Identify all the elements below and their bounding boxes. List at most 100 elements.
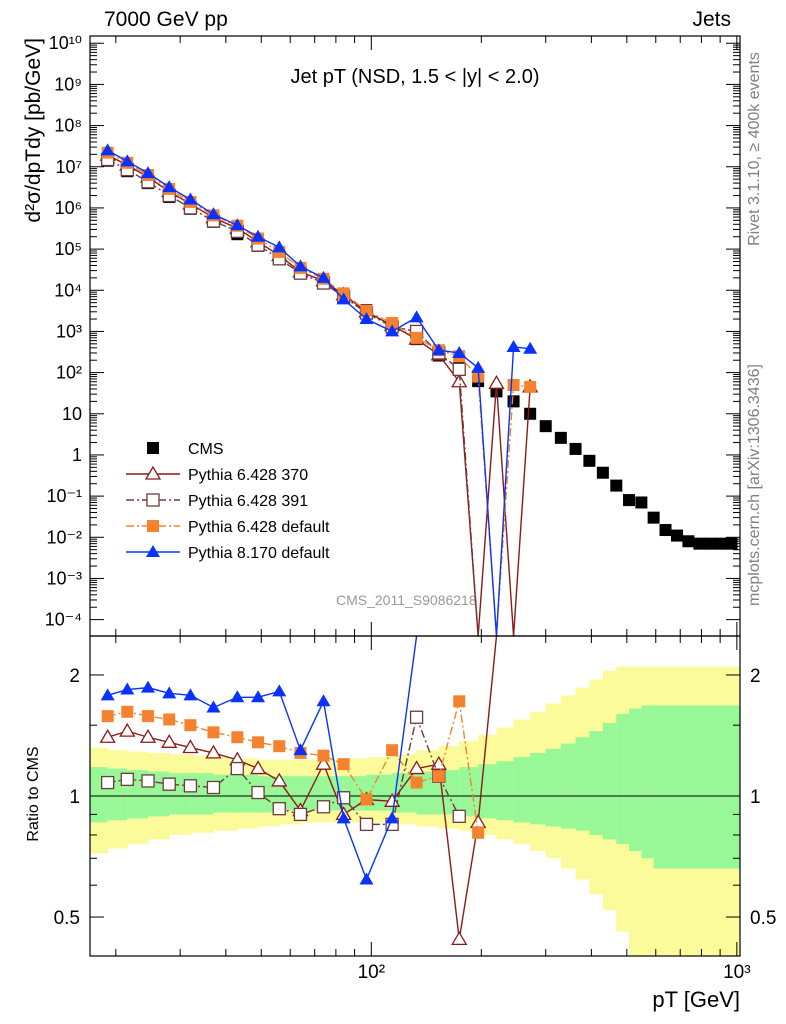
ratio-point <box>359 872 374 885</box>
main-point <box>569 442 582 455</box>
stat-band-bin <box>545 748 562 827</box>
main-point <box>100 143 115 156</box>
analysis-watermark: CMS_2011_S9086218 <box>336 592 477 608</box>
main-point <box>451 373 468 388</box>
main-series-line <box>107 158 479 636</box>
main-point <box>704 537 717 550</box>
main-point <box>471 360 486 373</box>
main-point <box>410 331 423 344</box>
ratio-point <box>386 744 399 757</box>
main-point <box>659 524 672 537</box>
ratio-point <box>271 772 288 787</box>
main-point <box>452 345 467 358</box>
ratio-ytick-label: 2 <box>69 666 80 687</box>
main-ytick-label: 10² <box>56 363 82 383</box>
legend-entry-2: Pythia 6.428 391 <box>126 493 308 510</box>
ratio-point <box>120 772 134 787</box>
legend-marker <box>146 493 160 507</box>
main-point <box>452 362 466 376</box>
ratio-point <box>161 734 178 748</box>
legend-entry-4: Pythia 8.170 default <box>126 545 330 562</box>
ratio-point <box>432 770 445 783</box>
main-point <box>230 218 245 231</box>
axes: 10⁻⁴ 10⁻³ 10⁻² 10⁻¹ 1 10 10² 10³ 10⁴ 10⁵ 10⁶ 10⁷ 10⁸… <box>22 33 776 1012</box>
ratio-point <box>336 811 351 824</box>
ratio-point <box>182 739 199 754</box>
legend-marker <box>144 465 162 480</box>
main-panel <box>99 143 738 636</box>
energy-label: 7000 GeV pp <box>104 8 228 31</box>
main-point <box>336 292 351 305</box>
ratio-point <box>162 686 177 699</box>
main-series-line <box>107 149 531 636</box>
main-ytick-label: 10⁻⁴ <box>45 610 82 630</box>
main-point <box>120 154 135 167</box>
ratio-point <box>142 710 155 723</box>
ratio-y-axis-label: Ratio to CMS <box>25 746 42 841</box>
main-series-1 <box>99 146 539 636</box>
main-point <box>524 380 537 393</box>
stat-band-bin <box>459 767 479 817</box>
main-point <box>360 304 373 317</box>
ratio-panel <box>90 636 740 946</box>
main-point <box>596 466 609 479</box>
ratio-point <box>453 695 466 708</box>
stat-band-bin <box>616 713 630 844</box>
legend-label: Pythia 6.428 370 <box>188 467 308 484</box>
main-point <box>682 535 695 548</box>
legend-label: Pythia 8.170 default <box>188 545 330 562</box>
ratio-point <box>451 931 468 946</box>
ratio-point <box>337 758 350 771</box>
ratio-ytick-label-right: 0.5 <box>750 908 776 929</box>
ratio-point <box>183 779 198 793</box>
main-ytick-label: 10⁻¹ <box>46 486 82 506</box>
ratio-point <box>206 700 221 713</box>
ratio-ytick-label-right: 1 <box>750 787 761 808</box>
ratio-point <box>452 809 466 823</box>
ratio-point <box>409 710 424 724</box>
ratio-point <box>231 731 244 744</box>
ratio-point <box>163 713 176 726</box>
legend-label: CMS <box>188 441 224 458</box>
main-point <box>206 207 221 220</box>
ratio-point <box>315 755 332 770</box>
process-label: Jets <box>692 8 731 31</box>
xtick-label: 10² <box>358 962 385 983</box>
main-ytick-label: 10¹⁰ <box>49 33 82 53</box>
main-ytick-label: 10³ <box>56 321 82 341</box>
legend-entry-3: Pythia 6.428 default <box>126 519 330 536</box>
ratio-point <box>121 705 134 718</box>
ratio-point <box>141 680 156 693</box>
ratio-point <box>207 726 220 739</box>
main-ytick-label: 10⁸ <box>54 116 82 136</box>
main-point <box>162 180 177 193</box>
ratio-point <box>272 684 287 697</box>
ratio-point <box>408 760 425 775</box>
main-point <box>386 317 399 330</box>
ratio-point <box>119 722 136 737</box>
main-series-2 <box>101 152 479 636</box>
main-point <box>293 259 308 272</box>
ratio-point <box>251 785 265 800</box>
main-series-3 <box>101 146 537 636</box>
main-point <box>524 407 537 420</box>
ratio-point <box>316 800 331 814</box>
main-series-line <box>107 152 531 636</box>
stat-band-bin <box>641 705 655 859</box>
main-ytick-label: 10⁻² <box>46 527 82 547</box>
main-ytick-label: 10⁶ <box>55 198 82 218</box>
ratio-ytick-label-right: 2 <box>750 666 761 687</box>
ratio-point <box>139 728 157 743</box>
ratio-point <box>293 807 308 822</box>
x-axis-label: pT [GeV] <box>652 987 740 1012</box>
ratio-series-2 <box>101 695 485 839</box>
stat-band-bin <box>575 737 590 831</box>
main-point <box>523 341 538 354</box>
stat-band-bin <box>589 731 604 835</box>
ratio-point <box>273 740 286 753</box>
legend: CMS Pythia 6.428 370 Pythia 6.428 391 Pythi… <box>126 441 330 562</box>
ratio-point <box>272 802 286 816</box>
main-ytick-label: 10⁷ <box>55 157 82 177</box>
ratio-point <box>99 728 116 743</box>
